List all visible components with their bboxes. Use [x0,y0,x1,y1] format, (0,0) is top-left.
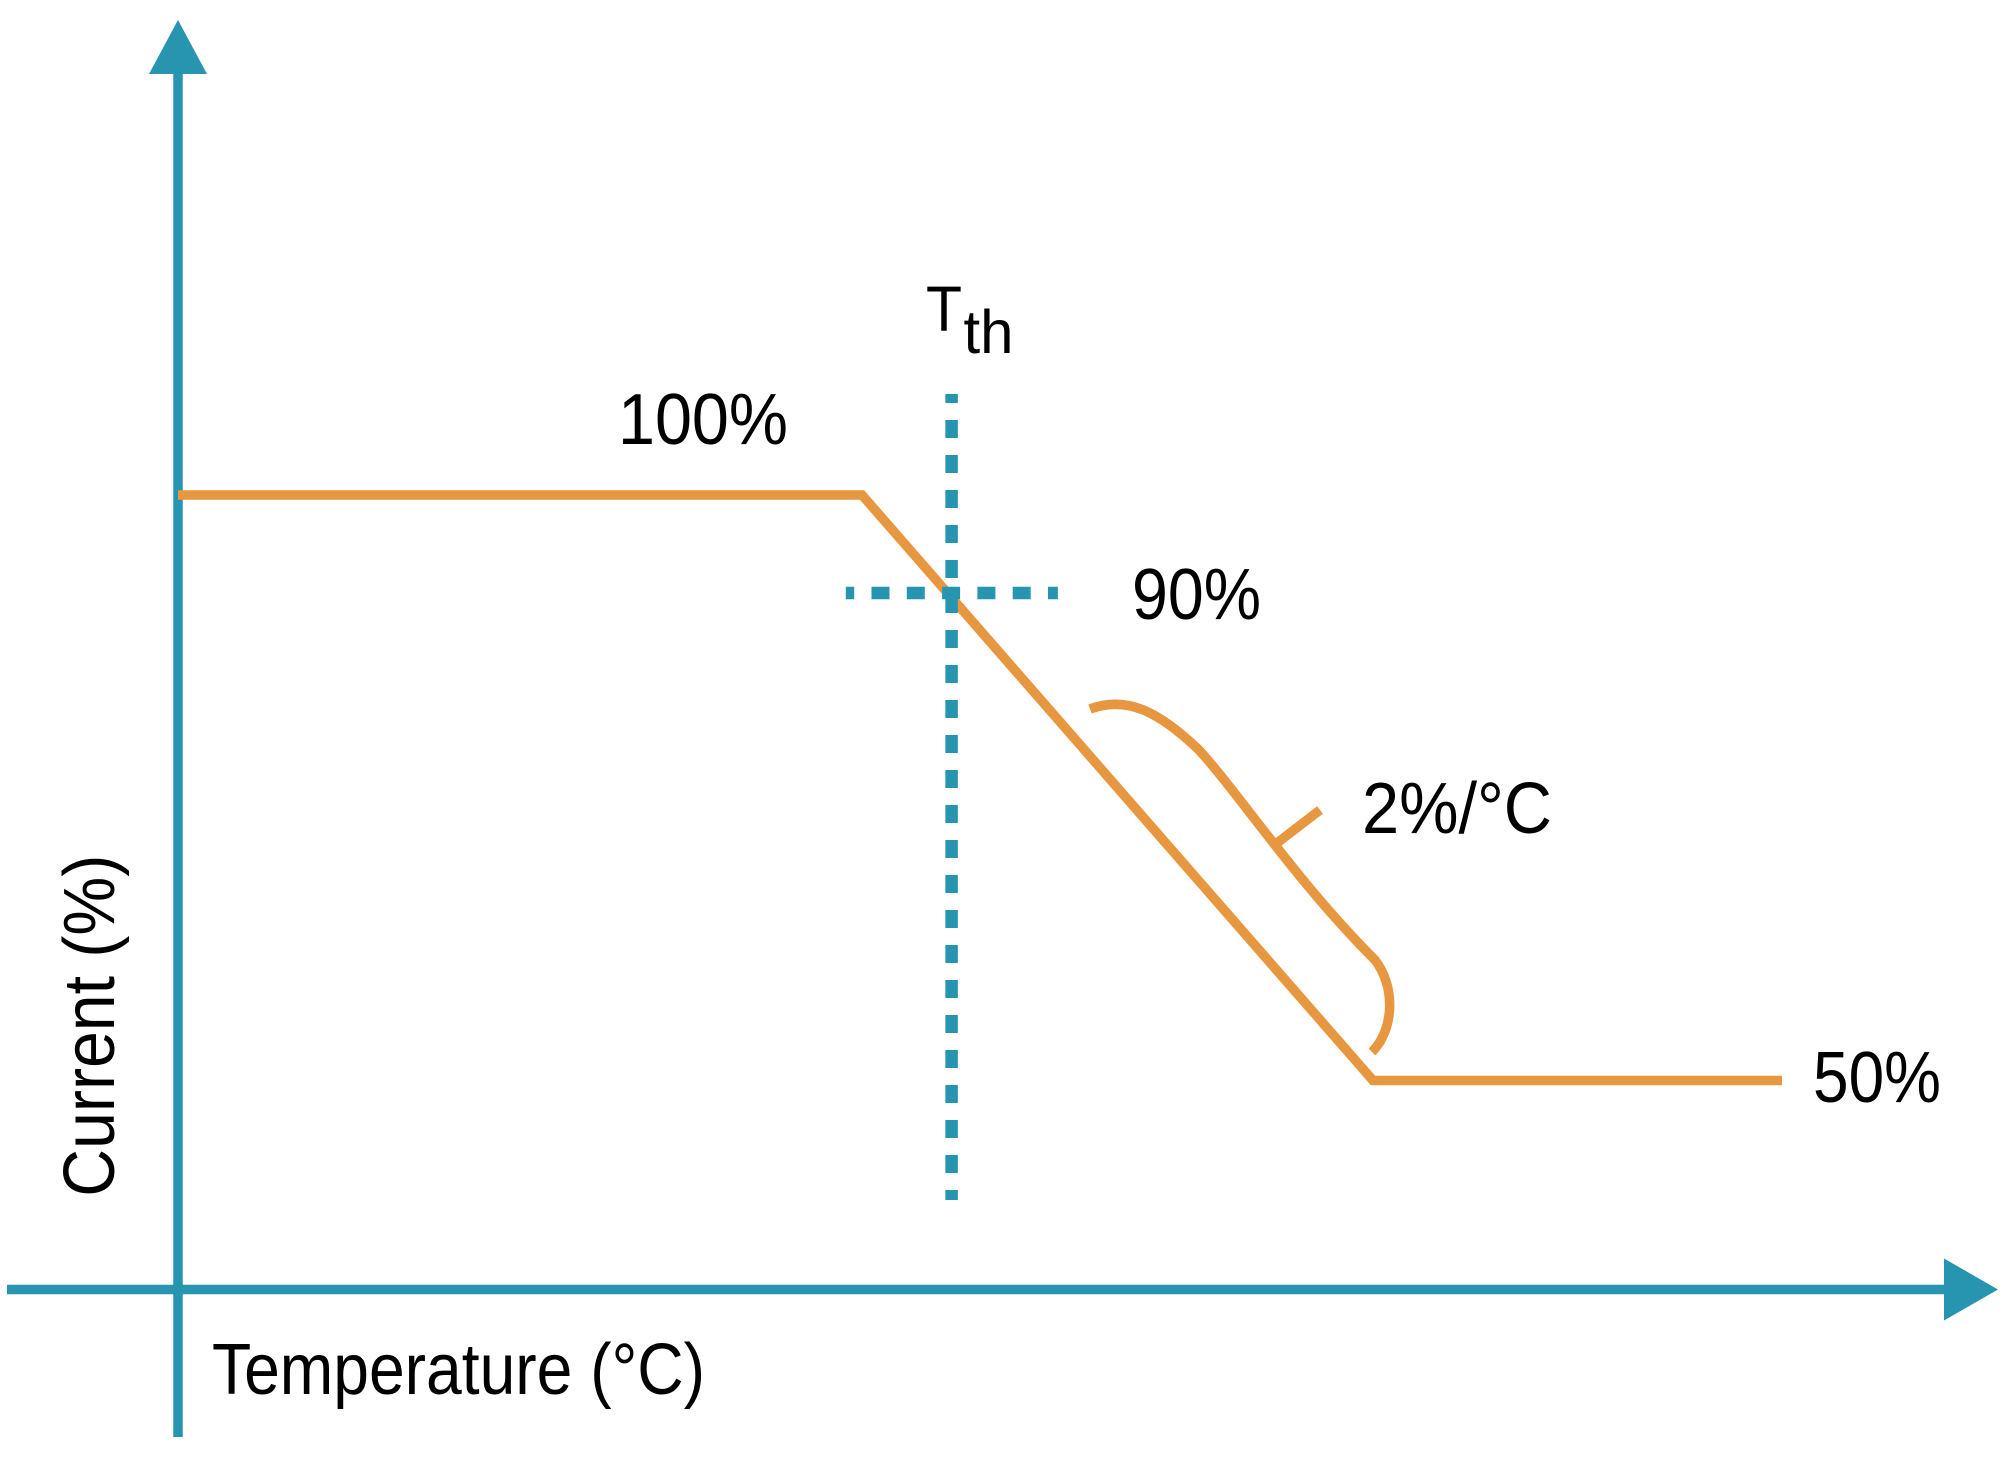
svg-text:Temperature (°C): Temperature (°C) [212,1330,705,1410]
svg-text:90%: 90% [1132,555,1261,635]
svg-text:100%: 100% [618,380,788,460]
svg-text:T: T [926,273,962,345]
svg-text:th: th [964,298,1014,366]
svg-text:2%/°C: 2%/°C [1362,769,1552,849]
svg-text:50%: 50% [1813,1038,1941,1118]
svg-text:Current (%): Current (%) [50,855,130,1197]
